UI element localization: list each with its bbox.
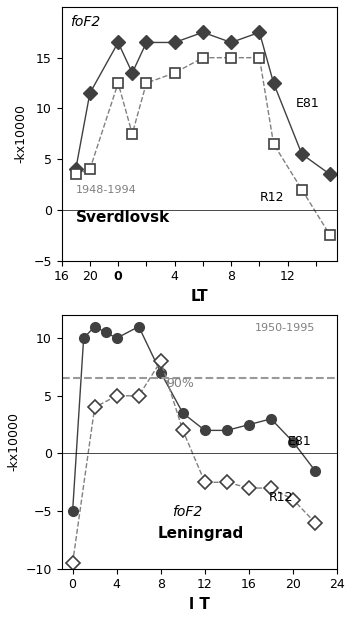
Text: E81: E81 [288,435,311,448]
Text: 1948-1994: 1948-1994 [75,184,136,194]
Text: E81: E81 [296,97,320,110]
X-axis label: l T: l T [189,597,210,612]
Y-axis label: -kx10000: -kx10000 [15,105,28,163]
Text: foF2: foF2 [172,505,202,519]
Text: Leningrad: Leningrad [158,526,244,540]
Text: R12: R12 [260,191,284,204]
X-axis label: LT: LT [190,289,208,304]
Y-axis label: -kx10000: -kx10000 [7,412,20,472]
Text: R12: R12 [268,491,293,504]
Text: Sverdlovsk: Sverdlovsk [75,210,170,225]
Text: foF2: foF2 [70,15,100,28]
Text: 1950-1995: 1950-1995 [254,322,315,332]
Text: 90%: 90% [166,377,194,390]
